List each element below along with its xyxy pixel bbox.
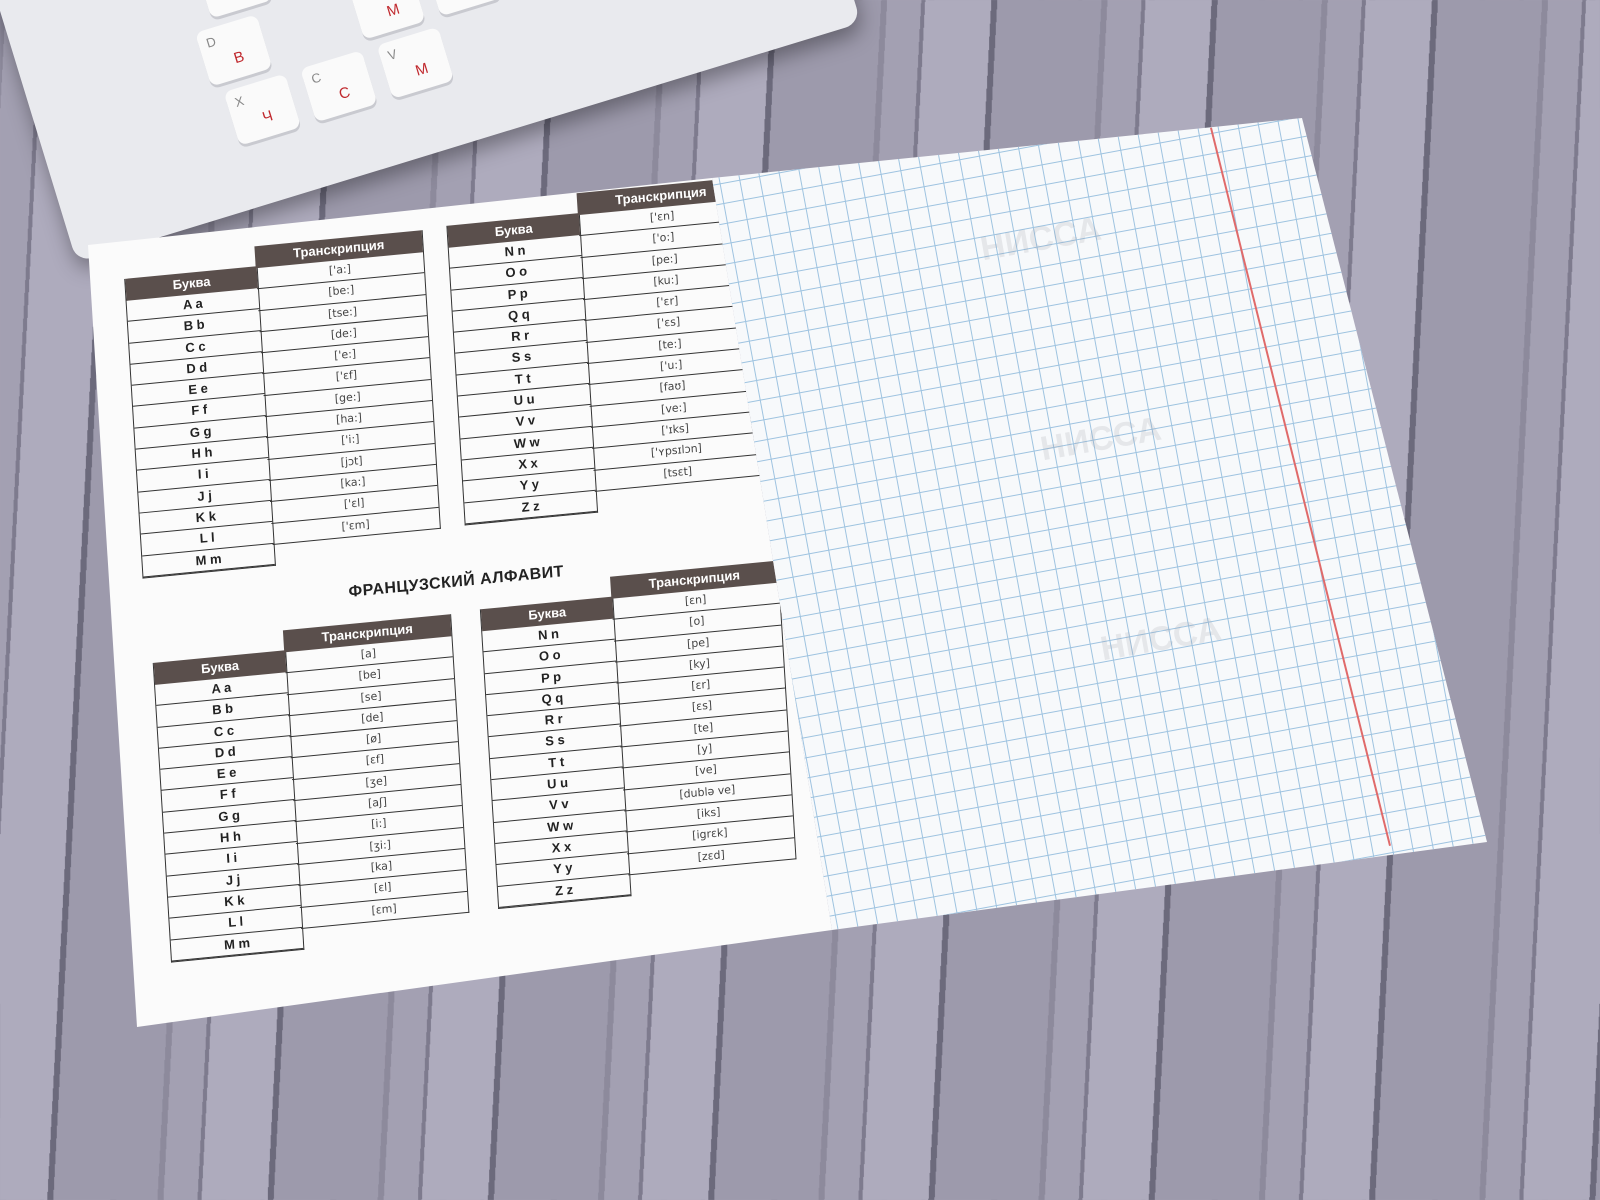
- key-cyrillic-label: М: [413, 59, 431, 80]
- key-cyrillic-label: М: [384, 0, 402, 21]
- german-alphabet-title: НЕМЕЦКИЙ АЛФАВИТ: [314, 180, 499, 216]
- key-cyrillic-label: С: [336, 83, 353, 104]
- keyboard-key: BИ: [424, 0, 503, 17]
- french-alphabet-title: ФРАНЦУЗСКИЙ АЛФАВИТ: [348, 563, 565, 601]
- transcription-column: Транскрипция [a] [be] [se] [de] [ø] [ɛf] [ʒe] [a…: [282, 614, 470, 929]
- keyboard-key: В: [195, 0, 273, 19]
- transcription-column: Транскрипция [ɛn] [o] [pe] [ky] [ɛr] [ɛs] [te][…: [610, 560, 797, 876]
- transcription-column: Транскрипция ['a:] [be:] [tse:] [de:] ['e:] ['…: [254, 230, 441, 545]
- key-latin-label: C: [309, 69, 323, 87]
- key-latin-label: D: [204, 33, 218, 51]
- key-latin-label: X: [232, 93, 246, 110]
- key-cyrillic-label: Ч: [260, 107, 275, 127]
- key-latin-label: V: [385, 46, 399, 64]
- key-cyrillic-label: В: [231, 48, 247, 68]
